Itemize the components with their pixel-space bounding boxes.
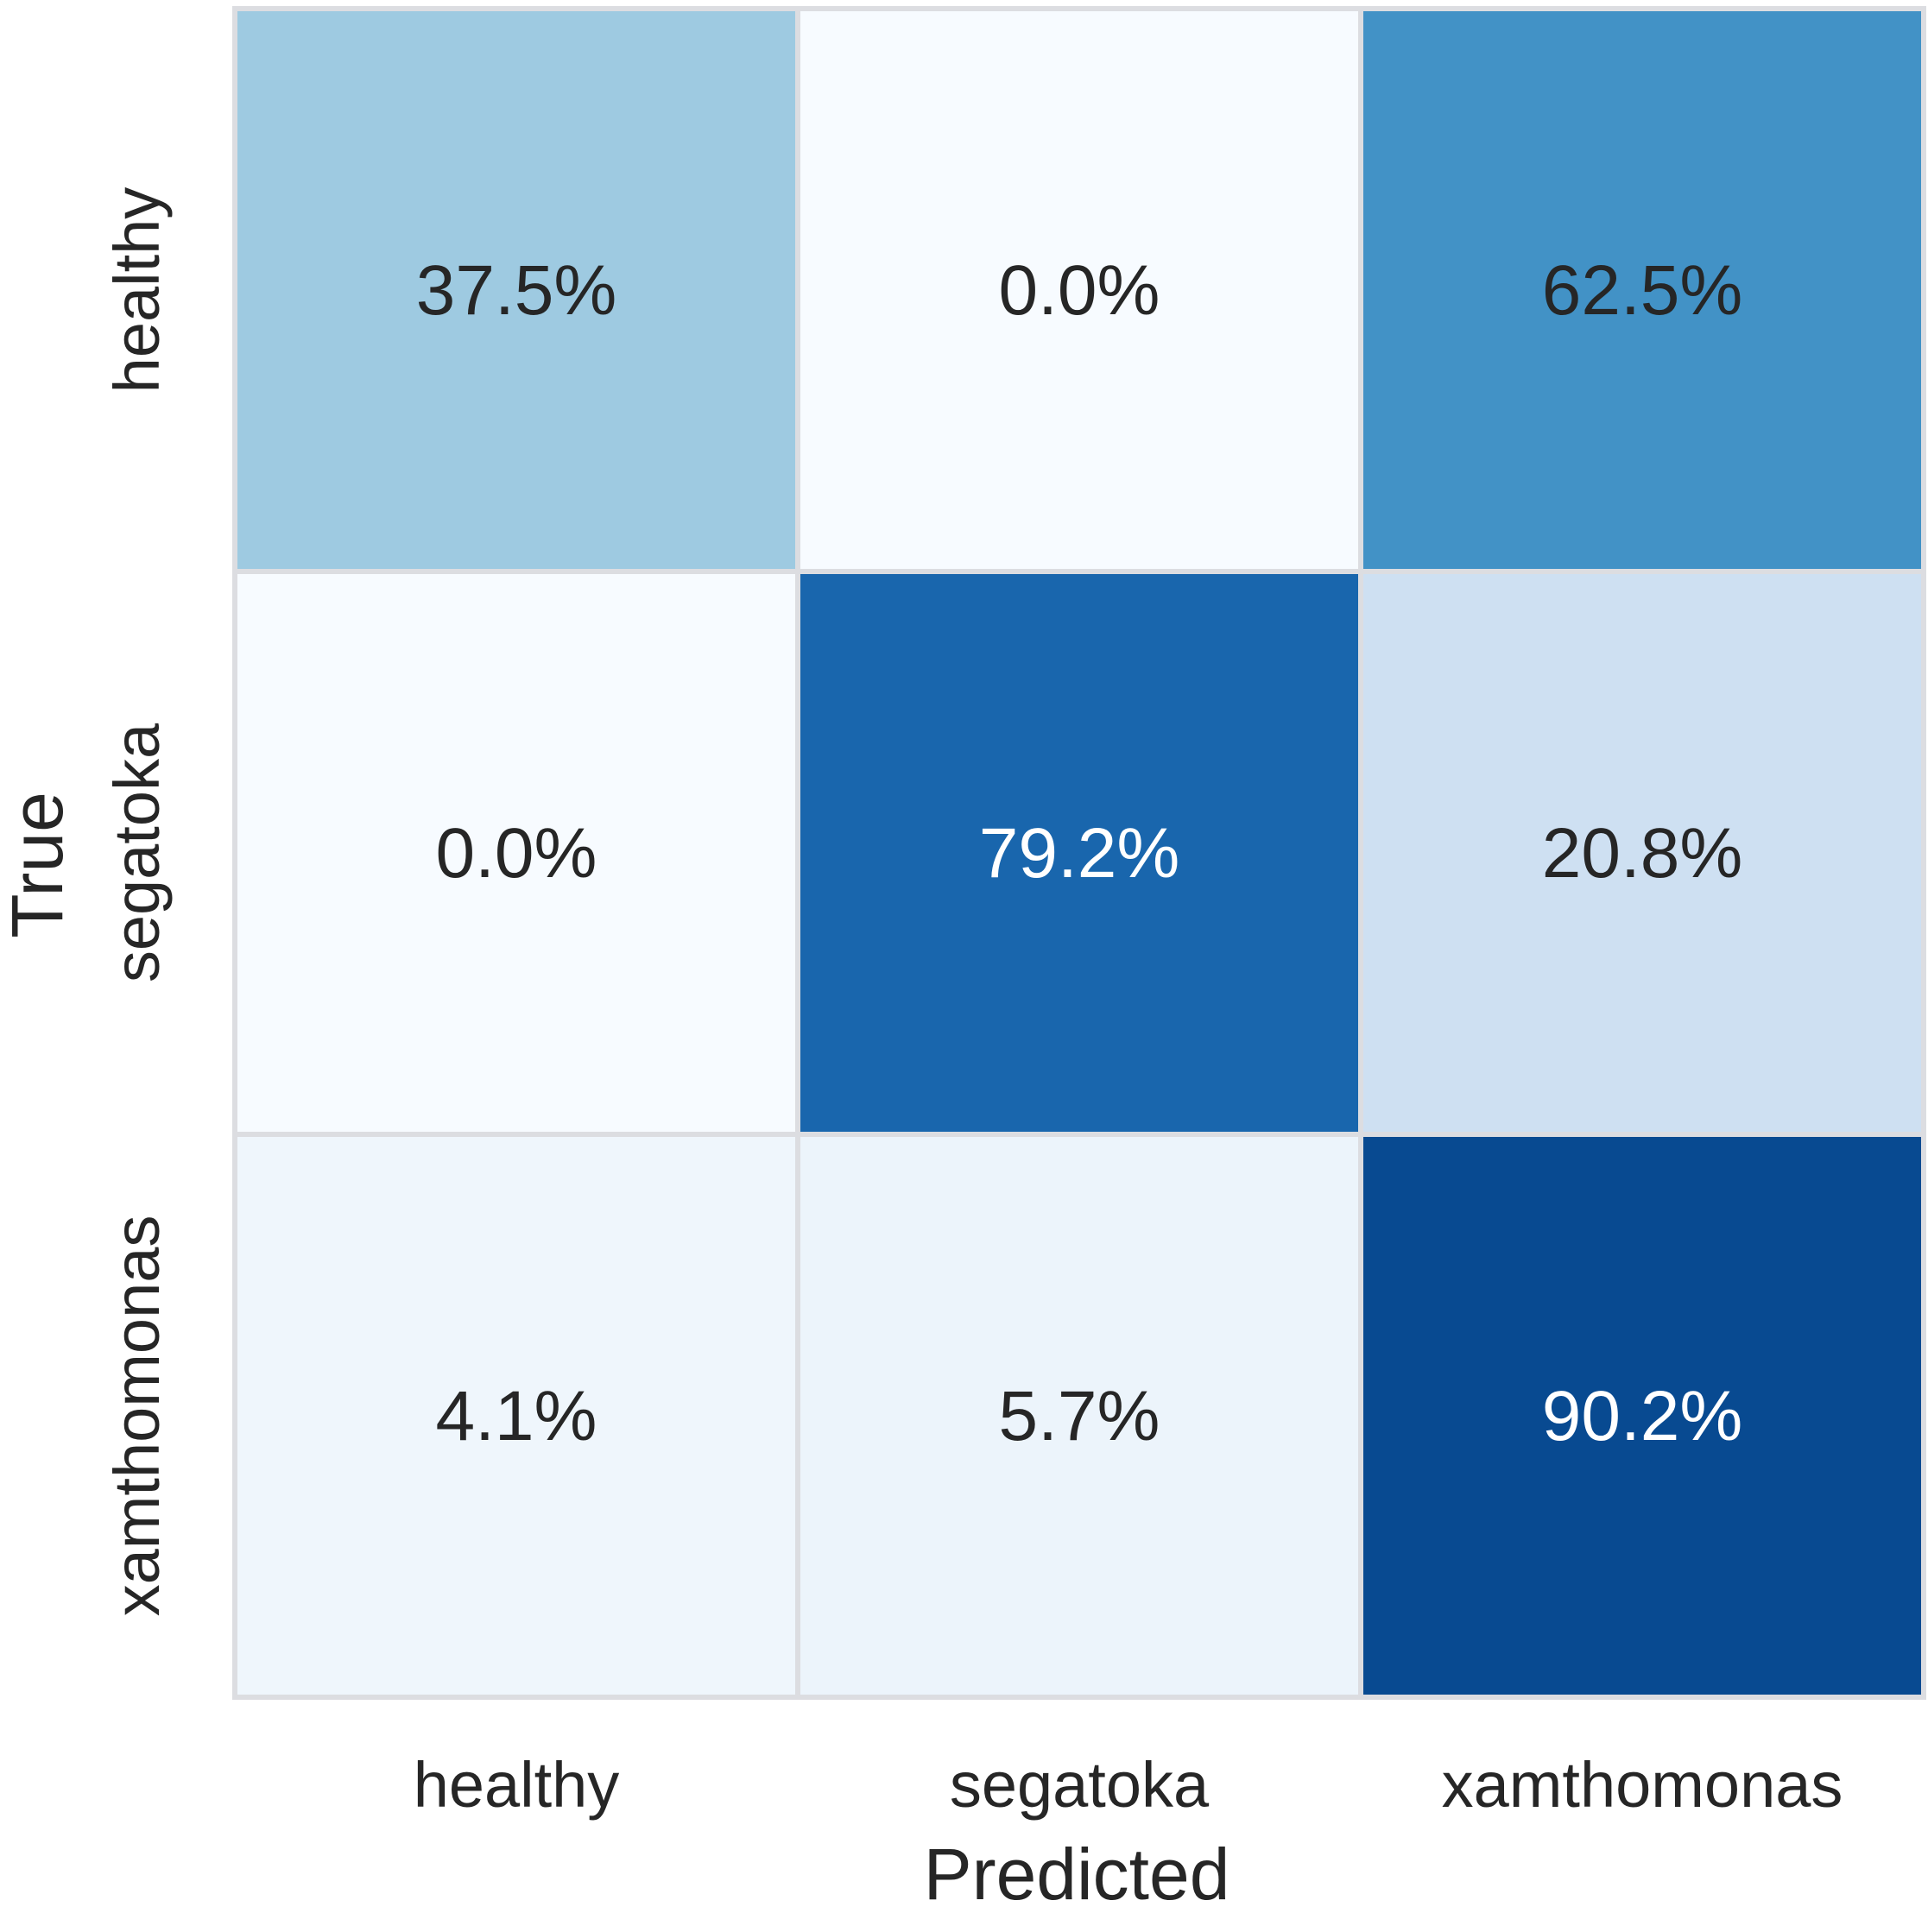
- cell-label-xamthomonas-segatoka: 5.7%: [999, 1377, 1160, 1455]
- y-tick-label-healthy: healthy: [101, 187, 173, 394]
- y-tick-label-xamthomonas: xamthomonas: [101, 1215, 173, 1617]
- cell-label-healthy-healthy: 37.5%: [416, 251, 617, 330]
- cell-label-xamthomonas-xamthomonas: 90.2%: [1542, 1377, 1743, 1455]
- y-tick-labels: healthy segatoka xamthomonas: [101, 187, 173, 1617]
- cell-label-xamthomonas-healthy: 4.1%: [436, 1377, 597, 1455]
- heatmap-cell-healthy-xamthomonas: [1363, 11, 1921, 569]
- y-axis-label: True: [0, 792, 78, 938]
- cell-label-healthy-segatoka: 0.0%: [999, 251, 1160, 330]
- cell-label-healthy-xamthomonas: 62.5%: [1542, 251, 1743, 330]
- heatmap-cell-segatoka-xamthomonas: [1363, 574, 1921, 1132]
- x-axis-label: Predicted: [924, 1834, 1230, 1915]
- heatmap-cell-xamthomonas-healthy: [237, 1137, 795, 1695]
- heatmap-cells: [232, 6, 1926, 1700]
- cell-label-segatoka-segatoka: 79.2%: [979, 814, 1180, 893]
- heatmap-cell-labels: 37.5% 0.0% 62.5% 0.0% 79.2% 20.8% 4.1% 5.7% 90.2…: [416, 251, 1743, 1455]
- heatmap-cell-xamthomonas-segatoka: [800, 1137, 1358, 1695]
- x-tick-label-healthy: healthy: [414, 1749, 620, 1821]
- heatmap-cell-xamthomonas-xamthomonas: [1363, 1137, 1921, 1695]
- heatmap-cell-healthy-healthy: [237, 11, 795, 569]
- y-tick-label-segatoka: segatoka: [101, 723, 173, 982]
- heatmap-cell-segatoka-segatoka: [800, 574, 1358, 1132]
- x-tick-label-xamthomonas: xamthomonas: [1442, 1749, 1843, 1821]
- x-tick-labels: healthy segatoka xamthomonas: [414, 1749, 1843, 1821]
- x-tick-label-segatoka: segatoka: [950, 1749, 1210, 1821]
- heatmap-cell-segatoka-healthy: [237, 574, 795, 1132]
- heatmap-cell-healthy-segatoka: [800, 11, 1358, 569]
- cell-label-segatoka-xamthomonas: 20.8%: [1542, 814, 1743, 893]
- cell-label-segatoka-healthy: 0.0%: [436, 814, 597, 893]
